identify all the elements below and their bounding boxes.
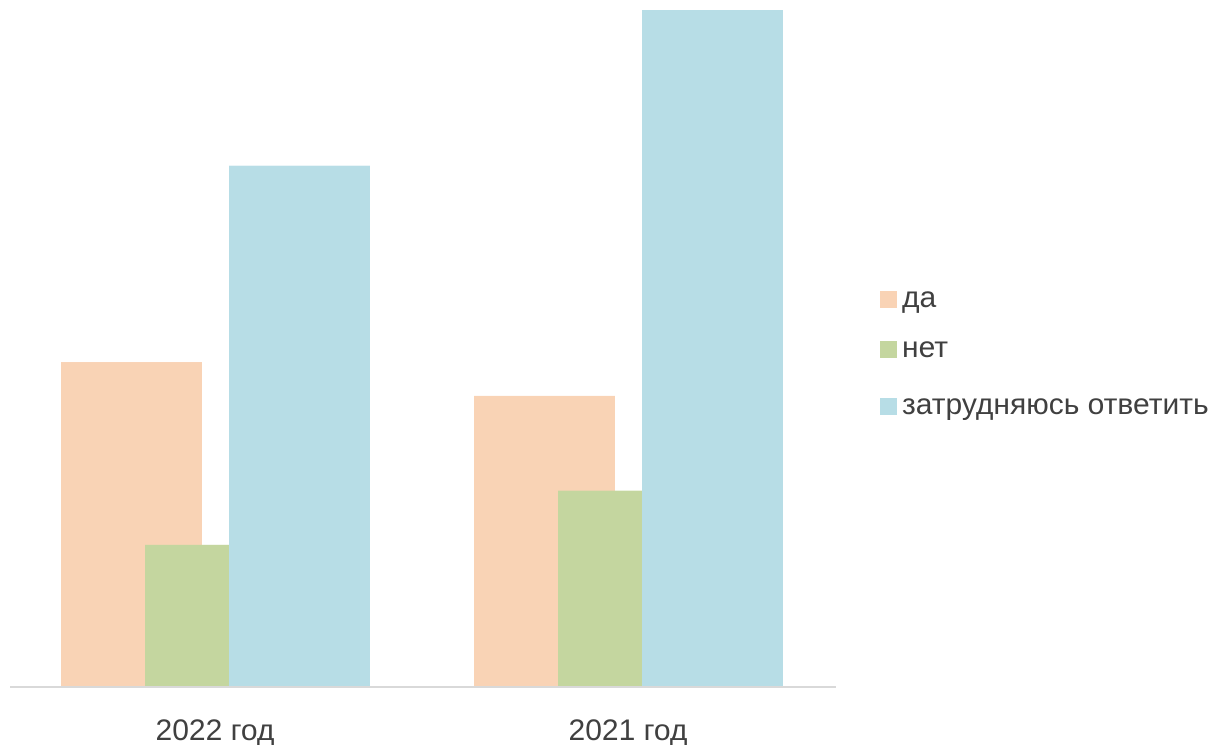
legend: да нет затрудняюсь ответить (880, 281, 1209, 421)
x-tick-label: 2021 год (569, 714, 688, 745)
legend-swatch (880, 341, 897, 358)
legend-swatch (880, 398, 897, 415)
legend-label: нет (902, 331, 948, 364)
bars-group (61, 10, 783, 687)
bar-2022-series-1 (145, 544, 229, 687)
legend-item: нет (880, 331, 948, 364)
bar-2021-series-2 (642, 10, 783, 687)
legend-swatch (880, 291, 897, 308)
legend-item: да (880, 281, 937, 314)
legend-label: затрудняюсь ответить (902, 388, 1209, 421)
legend-label: да (902, 281, 937, 314)
bar-2021-series-1 (558, 490, 642, 687)
x-tick-label: 2022 год (156, 714, 275, 745)
legend-item: затрудняюсь ответить (880, 388, 1209, 421)
x-tick-labels: 2022 год 2021 год (156, 714, 688, 745)
bar-2022-series-2 (229, 165, 370, 687)
